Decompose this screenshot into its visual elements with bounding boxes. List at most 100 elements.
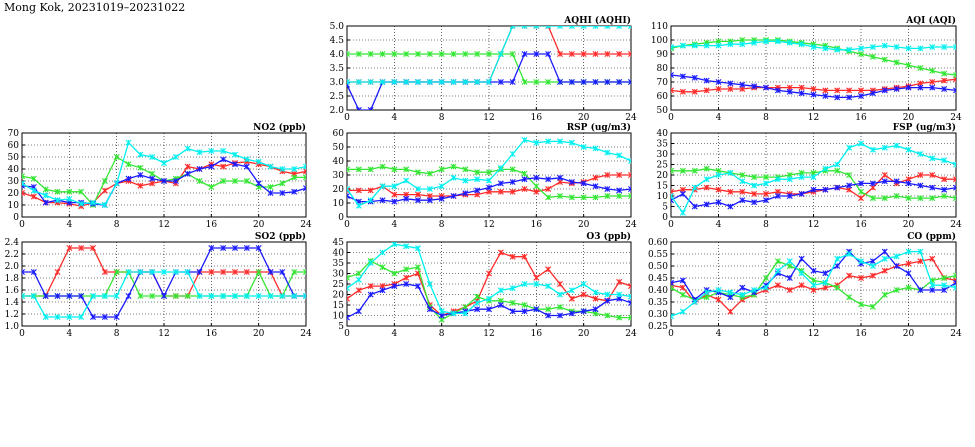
data-point [30,293,37,299]
data-point [391,198,398,205]
data-point [616,152,623,159]
data-point [533,79,540,85]
data-point [232,161,238,168]
data-point [604,312,611,319]
data-point [279,190,286,196]
data-point [78,293,85,299]
data-point [267,184,274,190]
x-tick-label: 8 [114,329,120,339]
data-point [679,308,686,315]
y-tick-label: 20 [8,189,20,199]
data-point [267,190,274,196]
data-point [557,304,563,311]
data-point [869,263,876,269]
y-tick-label: 40 [657,129,669,139]
data-point [125,175,132,182]
data-point [628,79,631,85]
data-point [462,190,469,197]
data-point-stroke [953,195,956,199]
data-point [545,283,552,290]
data-point [347,79,350,85]
x-tick-label: 4 [716,329,722,339]
data-point [415,264,421,271]
data-point [739,188,746,195]
x-tick-label: 24 [950,329,962,339]
data-point [592,174,599,181]
data-point [232,245,238,251]
x-tick-label: 20 [903,113,915,123]
data-point [858,258,864,265]
x-tick-label: 8 [439,113,445,123]
data-point [545,186,552,192]
data-point [30,193,37,200]
data-point [426,51,433,57]
data-point-stroke [580,26,585,29]
data-point [763,84,769,91]
y-tick-label: 0 [338,213,344,223]
data-point [291,269,298,275]
data-point [521,308,528,315]
data-point [90,293,96,299]
y-tick-label: 0.35 [648,298,668,308]
data-point [905,260,912,267]
data-point-stroke [671,282,674,286]
data-point [267,293,274,299]
data-point-stroke [347,53,350,57]
data-point-stroke [628,51,631,55]
data-point [149,175,156,182]
series-3 [671,178,956,210]
data-point [545,306,552,313]
y-tick-label: 1.2 [5,310,19,320]
data-point [184,269,191,275]
data-point-stroke [22,295,25,299]
data-point [941,287,948,293]
data-point [101,293,108,299]
data-point [22,293,25,299]
data-point [691,74,698,81]
data-point [22,190,25,196]
data-point [679,73,686,80]
data-point [580,281,587,287]
data-point [616,79,623,85]
x-tick-label: 16 [531,329,543,339]
data-point [822,45,829,52]
data-point [822,284,829,291]
data-point-stroke [628,316,631,321]
x-tick-label: 12 [483,113,494,123]
data-point [367,291,374,298]
data-point [715,86,722,92]
data-point [509,308,516,315]
data-point [763,190,769,197]
data-point [628,314,631,321]
data-point [486,270,492,277]
data-point-stroke [671,279,674,284]
data-point [78,314,85,320]
data-point [798,84,805,91]
data-point [232,151,238,158]
y-tick-label: 60 [657,92,669,102]
data-point-stroke [671,72,674,76]
data-point-stroke [628,26,631,29]
x-tick-label: 20 [578,113,590,123]
series-4 [671,140,956,216]
data-point [763,38,769,45]
data-point [953,72,956,78]
data-point [786,193,793,199]
data-point [521,176,528,183]
data-point [279,166,286,172]
data-point [679,277,686,284]
y-tick-label: 25 [333,280,345,290]
data-point-stroke [22,192,25,196]
data-point [486,169,492,176]
data-point [137,182,144,189]
data-point-stroke [953,176,956,180]
data-point [521,51,528,57]
data-point [137,172,144,178]
data-point [592,306,599,313]
data-point [739,284,746,291]
data-point [592,79,599,85]
data-point-stroke [671,282,674,286]
data-point [679,291,686,298]
y-tick-label: 2.5 [330,92,345,102]
data-point [220,178,227,184]
